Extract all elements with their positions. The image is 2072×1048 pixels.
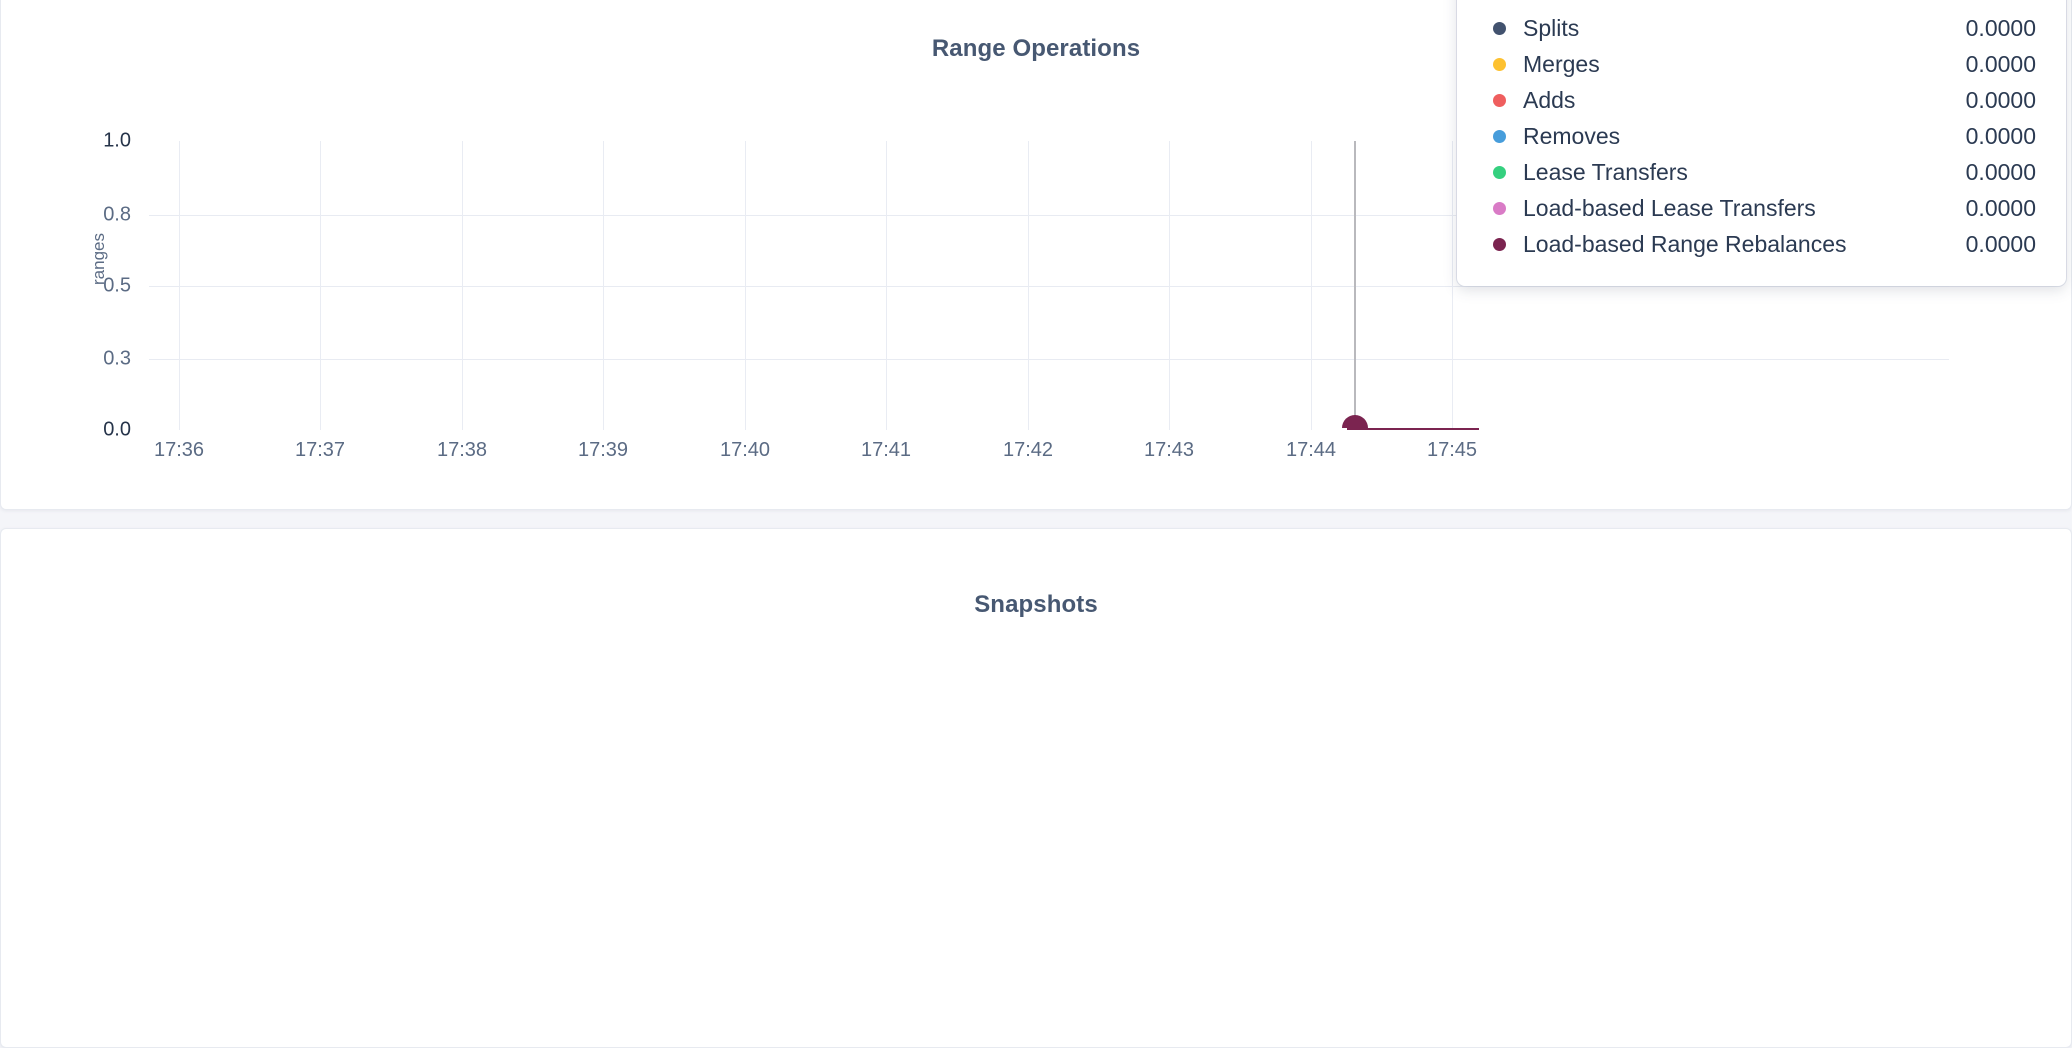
tooltip-series-value: 0.0000	[1965, 14, 2036, 41]
x-axis-tick: 17:45	[1426, 439, 1478, 461]
tooltip-series-value: 0.0000	[1965, 86, 2036, 113]
x-axis-tick: 17:39	[577, 439, 629, 461]
tooltip-row: Load-based Range Rebalances 0.0000	[1493, 226, 2036, 262]
tooltip-row: Removes 0.0000	[1493, 118, 2036, 154]
data-point-marker-load-based-range-rebalances	[1342, 415, 1368, 428]
range-operations-plot[interactable]: ranges 1.0 0.8 0.5 0.3 0.0 17:36 17	[89, 130, 1949, 461]
legend-dot-icon	[1493, 129, 1506, 143]
y-axis-tick: 0.8	[103, 203, 131, 226]
tooltip-series-label: Load-based Range Rebalances	[1523, 230, 1847, 257]
legend-dot-icon	[1493, 237, 1506, 251]
gridline-vertical	[1169, 141, 1170, 430]
tooltip-series-label: Merges	[1523, 50, 1600, 77]
gridline-vertical	[1452, 141, 1453, 430]
gridline-vertical	[462, 141, 463, 430]
gridline-horizontal	[149, 359, 1949, 360]
x-axis-tick: 17:37	[294, 439, 346, 461]
tooltip-row: Lease Transfers 0.0000	[1493, 154, 2036, 190]
tooltip-series-label: Load-based Lease Transfers	[1523, 194, 1816, 221]
gridline-horizontal	[149, 286, 1949, 287]
tooltip-series-label: Lease Transfers	[1523, 158, 1688, 185]
tooltip-series-value: 0.0000	[1965, 230, 2036, 257]
hover-crosshair	[1354, 141, 1356, 430]
x-axis-tick: 17:44	[1285, 439, 1337, 461]
tooltip-series-value: 0.0000	[1965, 158, 2036, 185]
tooltip-row: Load-based Lease Transfers 0.0000	[1493, 190, 2036, 226]
gridline-vertical	[1311, 141, 1312, 430]
tooltip-series-value: 0.0000	[1965, 122, 2036, 149]
tooltip-row: Merges 0.0000	[1493, 46, 2036, 82]
legend-dot-icon	[1493, 21, 1506, 35]
x-axis-tick: 17:41	[860, 439, 912, 461]
y-axis-tick: 1.0	[103, 129, 131, 152]
page-title-range-operations: Range Operations	[931, 35, 1141, 62]
tooltip-series-value: 0.0000	[1965, 50, 2036, 77]
gridline-vertical	[745, 141, 746, 430]
x-axis-tick: 17:40	[719, 439, 771, 461]
gridline-vertical	[320, 141, 321, 430]
legend-dot-icon	[1493, 93, 1506, 107]
gridline-horizontal	[149, 215, 1949, 216]
chart-hover-tooltip: 17:44:20 on Nov 5th, 2020 Splits 0.0000 …	[1457, 0, 2066, 286]
tooltip-series-label: Removes	[1523, 122, 1621, 149]
legend-dot-icon	[1493, 165, 1506, 179]
tooltip-row: Splits 0.0000	[1493, 10, 2036, 46]
legend-dot-icon	[1493, 57, 1506, 71]
x-axis-tick: 17:38	[436, 439, 488, 461]
tooltip-series-label: Adds	[1523, 86, 1576, 113]
gridline-vertical	[179, 141, 180, 430]
legend-dot-icon	[1493, 201, 1506, 215]
tooltip-row: Adds 0.0000	[1493, 82, 2036, 118]
y-axis-tick: 0.0	[103, 418, 131, 441]
x-axis-tick: 17:36	[153, 439, 205, 461]
gridline-vertical	[603, 141, 604, 430]
x-axis-tick: 17:43	[1143, 439, 1195, 461]
snapshots-panel: Snapshots snapshots 1.0 0.8 0.5 0.3 0.0 …	[0, 528, 2072, 1048]
gridline-vertical	[1028, 141, 1029, 430]
series-line-load-based-range-rebalances	[1347, 428, 1479, 430]
x-axis-tick: 17:42	[1002, 439, 1054, 461]
tooltip-series-value: 0.0000	[1965, 194, 2036, 221]
y-axis-tick: 0.3	[103, 347, 131, 370]
gridline-vertical	[886, 141, 887, 430]
tooltip-series-label: Splits	[1523, 14, 1580, 41]
page-title-snapshots: Snapshots	[974, 591, 1098, 618]
y-axis-tick: 0.5	[103, 274, 131, 297]
